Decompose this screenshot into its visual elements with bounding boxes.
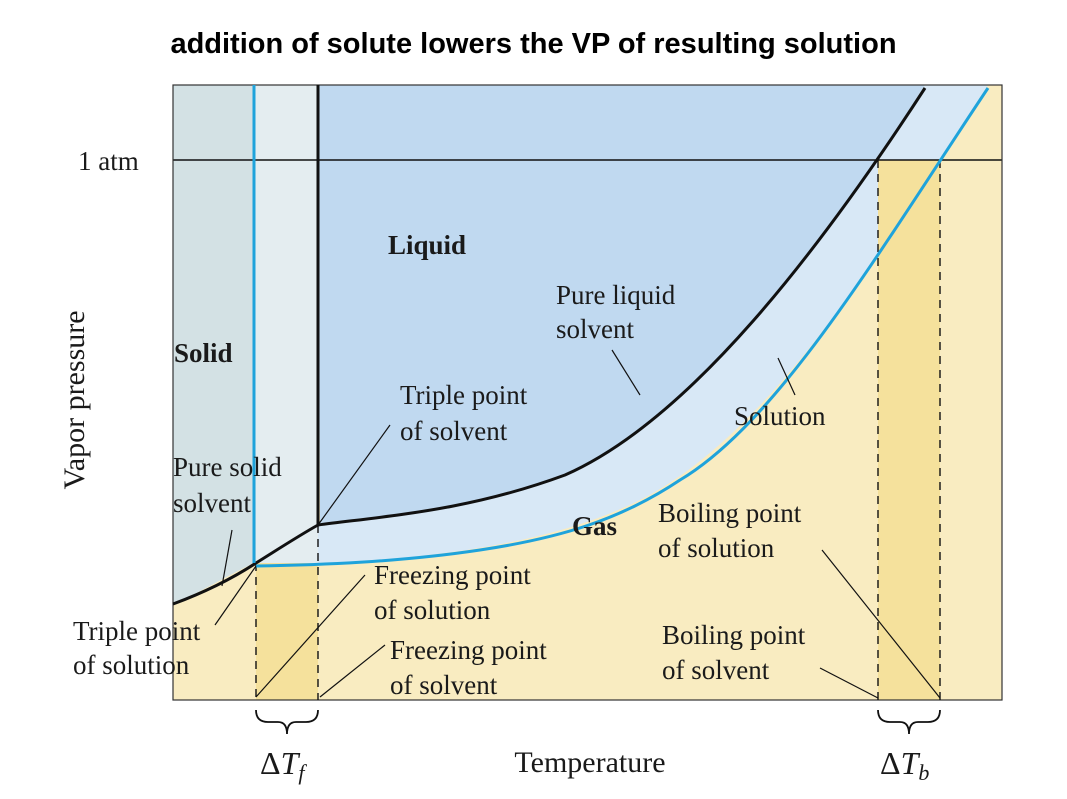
solution-vapor-curve	[255, 87, 990, 568]
boiling-solvent-label-1: Boiling point	[662, 620, 806, 650]
pointer-pure-liquid	[611, 349, 641, 396]
delta-tf-symbol: Δ	[260, 745, 281, 781]
pointer-triple-solution	[214, 565, 257, 626]
delta-tb-sub: b	[918, 760, 929, 785]
liquid-region	[318, 85, 925, 525]
page-title: addition of solute lowers the VP of resu…	[170, 28, 897, 60]
triple-solvent-label-2: of solvent	[400, 416, 508, 446]
delta-tb-symbol: Δ	[880, 745, 901, 781]
brace-delta-tb	[877, 709, 941, 735]
region-gas-label: Gas	[572, 511, 617, 541]
solution-label: Solution	[734, 401, 826, 431]
solvent-sublimation-curve	[172, 523, 319, 606]
freezing-solution-label-1: Freezing point	[374, 560, 531, 590]
solvent-vapor-curve	[317, 87, 927, 527]
brace-delta-tf	[255, 709, 319, 735]
triple-solution-label-2: of solution	[73, 650, 190, 680]
y-tick-1atm: 1 atm	[78, 146, 139, 176]
liquid-solution-band	[318, 85, 988, 563]
freezing-solution-label-2: of solution	[374, 595, 491, 625]
boiling-solvent-label-2: of solvent	[662, 655, 770, 685]
pure-solid-label-2: solvent	[173, 488, 251, 518]
delta-tf-sub: f	[298, 760, 307, 785]
boiling-solution-label-1: Boiling point	[658, 498, 802, 528]
pointer-boiling-solvent	[819, 667, 879, 699]
delta-tb-band	[878, 160, 940, 700]
pointer-pure-solid	[221, 529, 233, 587]
delta-tf-T: T	[281, 745, 301, 781]
delta-tf-band	[256, 563, 318, 700]
plot-frame	[172, 84, 1003, 701]
pure-liquid-label-2: solvent	[556, 314, 634, 344]
region-liquid-label: Liquid	[388, 230, 466, 260]
delta-tb-label: ΔTb	[880, 745, 929, 785]
pointer-solution	[777, 357, 796, 396]
pointer-triple-solvent	[317, 424, 391, 526]
delta-tf-label: ΔTf	[260, 745, 307, 785]
triple-solution-label-1: Triple point	[73, 616, 201, 646]
delta-tb-T: T	[901, 745, 921, 781]
pointer-freezing-solution	[255, 574, 366, 698]
pointer-freezing-solvent	[319, 644, 386, 698]
freezing-solvent-label-1: Freezing point	[390, 635, 547, 665]
region-solid-label: Solid	[174, 338, 233, 368]
freezing-solvent-label-2: of solvent	[390, 670, 498, 700]
x-axis-label: Temperature	[514, 746, 665, 779]
pure-solid-label-1: Pure solid	[173, 452, 282, 482]
triple-solvent-label-1: Triple point	[400, 380, 528, 410]
boiling-solution-label-2: of solution	[658, 533, 775, 563]
pointer-boiling-solution	[821, 549, 941, 699]
y-axis-label: Vapor pressure	[58, 310, 91, 489]
solid-solution-band	[254, 85, 318, 566]
pure-liquid-label-1: Pure liquid	[556, 280, 676, 310]
